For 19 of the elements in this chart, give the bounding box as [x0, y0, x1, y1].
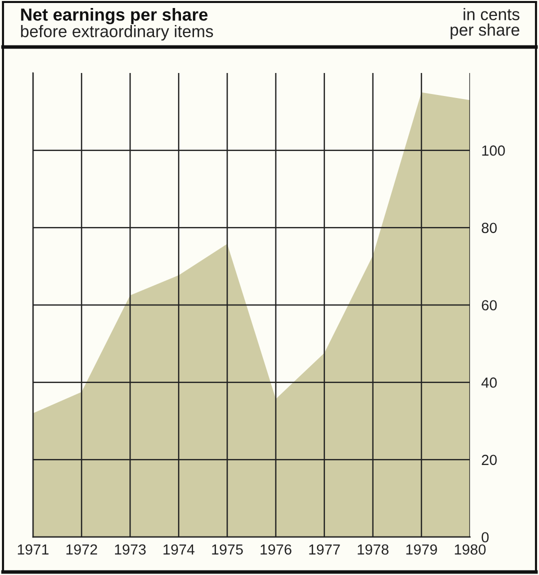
y-tick-label: 40: [481, 377, 497, 388]
y-tick-label: 100: [482, 145, 505, 156]
x-tick-label: 1979: [406, 544, 437, 555]
x-tick-label: 1980: [454, 544, 486, 555]
x-tick-label: 1977: [309, 544, 340, 555]
y-tick-label: 0: [482, 532, 489, 542]
y-tick-label: 60: [482, 300, 497, 310]
x-tick-label: 1974: [164, 544, 194, 555]
y-axis-title: in cents per share: [450, 8, 520, 40]
x-tick-label: 1976: [260, 544, 292, 555]
x-tick-label: 1971: [18, 544, 49, 555]
y-tick-label: 80: [482, 222, 497, 234]
y-tick-label: 20: [482, 454, 497, 466]
x-tick-label: 1978: [358, 544, 388, 555]
chart-title: Net earnings per share: [21, 8, 208, 24]
x-tick-label: 1972: [66, 544, 98, 555]
x-tick-label: 1973: [115, 544, 146, 555]
chart-subtitle: before extraordinary items: [21, 25, 213, 41]
x-tick-label: 1975: [212, 544, 243, 555]
